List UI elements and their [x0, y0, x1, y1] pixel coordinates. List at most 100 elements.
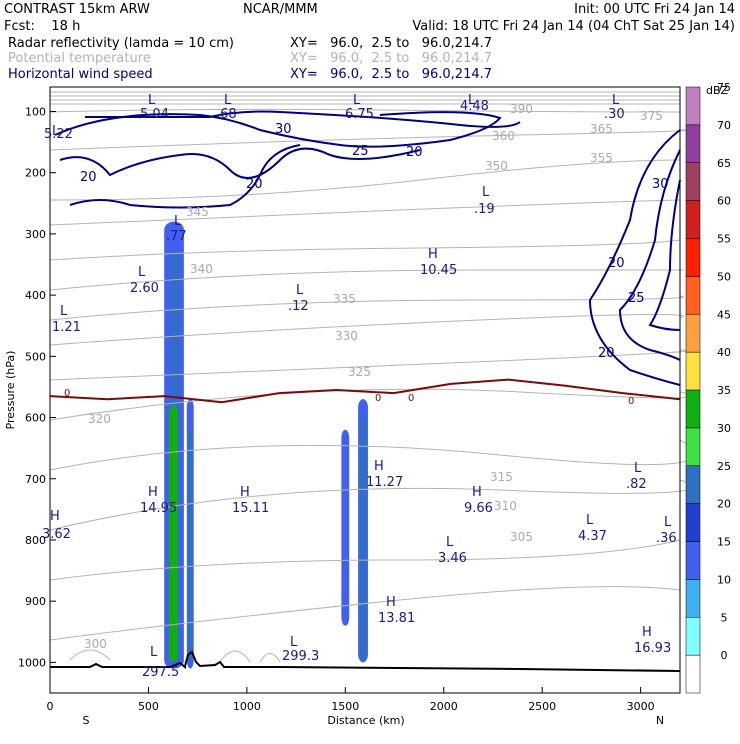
hl-type-5: L — [52, 124, 60, 139]
colorbar-label-0: 0 — [721, 649, 728, 662]
theta-label-300: 300 — [84, 637, 107, 651]
colorbar-swatch-14 — [685, 124, 701, 163]
init-time: Init: 00 UTC Fri 24 Jan 14 — [574, 2, 735, 17]
header: CONTRAST 15km ARW NCAR/MMM Init: 00 UTC … — [4, 2, 735, 82]
wind-label-30b: 30 — [652, 177, 669, 192]
valid-time: Valid: 18 UTC Fri 24 Jan 14 (04 ChT Sat … — [412, 19, 735, 34]
hl-type-0: L — [148, 93, 156, 108]
colorbar-label-4: 20 — [717, 498, 731, 511]
hl-type-12: H — [374, 459, 384, 474]
y-axis-label: Pressure (hPa) — [4, 351, 17, 430]
x-end-label-south: S — [83, 714, 90, 727]
wind-labels: 30 25 20 20 20 30 20 25 20 — [80, 122, 669, 361]
hl-type-21: H — [386, 595, 396, 610]
hl-value-5: 5.22 — [44, 127, 73, 142]
colorbar-label-15: 75 — [717, 81, 731, 94]
hl-type-17: H — [50, 509, 60, 524]
colorbar-label-7: 35 — [717, 384, 731, 397]
colorbar-swatch-8 — [685, 351, 701, 391]
colorbar-swatch-2 — [685, 579, 701, 618]
y-tick-label-2: 300 — [25, 228, 46, 241]
hl-type-3: L — [468, 93, 476, 108]
theta-labels: 390 375 365 360 355 350 345 340 335 330 … — [84, 102, 663, 651]
colorbar-swatch-9 — [685, 314, 701, 353]
hl-type-6: L — [482, 185, 490, 200]
freezing-label-3: 0 — [408, 393, 414, 404]
x-end-label-north: N — [656, 714, 664, 727]
y-tick-label-7: 800 — [25, 534, 46, 547]
x-axis: 0 500 1000 1500 2000 2500 3000 — [47, 687, 655, 713]
wind-label-20d: 20 — [608, 256, 625, 271]
y-tick-label-3: 400 — [25, 289, 46, 302]
colorbar-label-10: 50 — [717, 270, 731, 283]
hl-value-9: 10.45 — [420, 263, 457, 278]
hl-value-13: .82 — [626, 477, 647, 492]
hl-type-13: L — [634, 461, 642, 476]
hl-type-7: L — [174, 214, 182, 229]
x-tick-label-0: 0 — [47, 700, 54, 713]
colorbar-label-11: 55 — [717, 233, 731, 246]
wind-label-20b: 20 — [80, 170, 97, 185]
x-tick-label-2: 1000 — [233, 700, 261, 713]
y-tick-label-1: 200 — [25, 167, 46, 180]
hl-value-11: .12 — [288, 299, 309, 314]
theta-label-335: 335 — [333, 292, 356, 306]
model-title: CONTRAST 15km ARW — [4, 2, 150, 17]
field-name-theta: Potential temperature — [8, 51, 151, 66]
field-xy-wind: XY= 96.0, 2.5 to 96.0,214.7 — [290, 67, 492, 82]
y-tick-label-9: 1000 — [18, 656, 46, 669]
hl-value-22: 16.93 — [634, 641, 671, 656]
colorbar-swatch-10 — [685, 276, 701, 315]
field-name-wind: Horizontal wind speed — [8, 67, 153, 82]
hl-value-6: .19 — [474, 202, 495, 217]
colorbar-swatch-15 — [685, 86, 701, 126]
wind-label-30: 30 — [275, 122, 292, 137]
y-tick-label-8: 900 — [25, 595, 46, 608]
theta-contours — [49, 91, 696, 663]
colorbar-label-2: 10 — [717, 573, 731, 586]
freezing-label-1: 0 — [64, 388, 70, 399]
x-tick-label-5: 2500 — [528, 700, 556, 713]
hl-type-20: L — [446, 535, 454, 550]
theta-label-305: 305 — [510, 530, 533, 544]
hl-value-12: 11.27 — [366, 475, 403, 490]
hl-value-10: 1.21 — [52, 320, 81, 335]
wind-label-25b: 25 — [628, 291, 645, 306]
field-xy-theta: XY= 96.0, 2.5 to 96.0,214.7 — [290, 51, 492, 66]
colorbar-swatch-1 — [685, 617, 701, 656]
forecast-hour: Fcst: 18 h — [4, 19, 80, 34]
colorbar-swatch-7 — [685, 389, 701, 429]
theta-label-340: 340 — [190, 262, 213, 276]
colorbar-label-9: 45 — [717, 308, 731, 321]
hl-type-9: H — [428, 247, 438, 262]
hl-value-17: 3.62 — [42, 527, 71, 542]
hl-value-15: 15.11 — [232, 501, 269, 516]
hl-value-16: 9.66 — [464, 501, 493, 516]
x-tick-label-1: 500 — [138, 700, 159, 713]
reflectivity-cell-5 — [341, 429, 350, 626]
hl-type-1: L — [224, 93, 232, 108]
colorbar-label-1: 5 — [721, 611, 728, 624]
colorbar-label-13: 65 — [717, 157, 731, 170]
field-xy-reflectivity: XY= 96.0, 2.5 to 96.0,214.7 — [290, 36, 492, 51]
wind-label-20e: 20 — [598, 346, 615, 361]
theta-label-320: 320 — [88, 412, 111, 426]
theta-label-360: 360 — [492, 129, 515, 143]
colorbar-swatch-5 — [685, 465, 701, 504]
wind-contours — [54, 110, 681, 386]
freezing-label-2: 0 — [375, 393, 381, 404]
colorbar-swatch-13 — [685, 162, 701, 201]
theta-label-350: 350 — [485, 159, 508, 173]
theta-label-325: 325 — [348, 365, 371, 379]
hl-value-18: 4.37 — [578, 529, 607, 544]
terrain-line — [50, 650, 681, 672]
colorbar-label-14: 70 — [717, 119, 731, 132]
wind-label-20c: 20 — [246, 177, 263, 192]
hl-value-20: 3.46 — [438, 551, 467, 566]
hl-type-22: H — [642, 625, 652, 640]
colorbar-swatch-4 — [685, 503, 701, 542]
colorbar: 0 5 10 15 20 25 30 35 40 45 50 55 60 65 70 75 — [685, 81, 731, 694]
hl-type-15: H — [240, 485, 250, 500]
